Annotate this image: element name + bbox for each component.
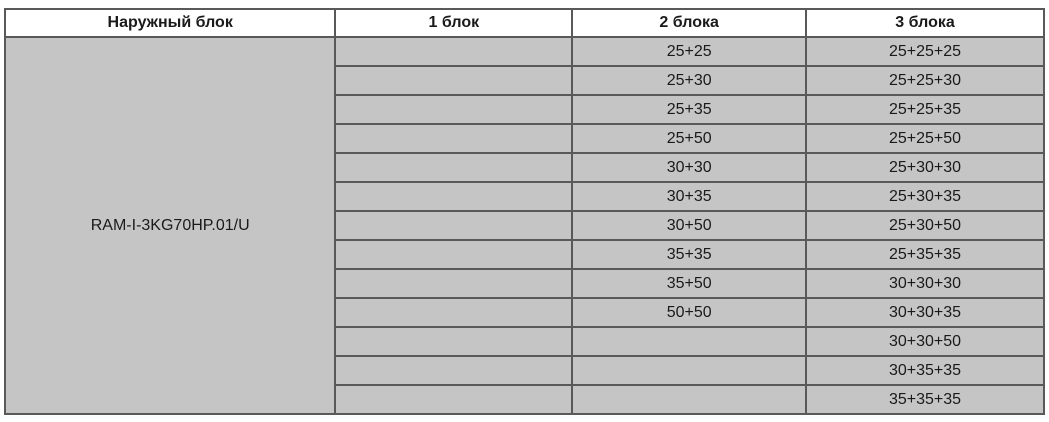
cell-three-blocks: 25+25+35 [805,94,1045,125]
cell-one-block [334,297,574,328]
table-row: 25+50 25+25+50 [5,123,1045,154]
cell-one-block [334,36,574,67]
table-row: 35+35 25+35+35 [5,239,1045,270]
cell-three-blocks: 25+25+25 [805,36,1045,67]
cell-two-blocks: 25+30 [571,65,808,96]
table-row: 35+50 30+30+30 [5,268,1045,299]
cell-two-blocks: 30+50 [571,210,808,241]
cell-two-blocks: 35+35 [571,239,808,270]
table-row: RAM-I-3KG70HP.01/U 25+25 25+25+25 [3,36,1045,415]
cell-three-blocks: 30+35+35 [805,355,1045,386]
header-two-blocks: 2 блока [571,8,808,38]
cell-two-blocks: 30+30 [571,152,808,183]
cell-one-block [334,152,574,183]
cell-three-blocks: 30+30+35 [805,297,1045,328]
header-one-block: 1 блок [334,8,574,38]
cell-one-block [334,355,574,386]
header-three-blocks: 3 блока [805,8,1045,38]
cell-one-block [334,123,574,154]
cell-one-block [334,210,574,241]
header-outdoor-unit: Наружный блок [3,8,337,38]
table-row: 30+30 25+30+30 [5,152,1045,183]
cell-one-block [334,94,574,125]
cell-one-block [334,65,574,96]
cell-one-block [334,181,574,212]
cell-three-blocks: 30+30+50 [805,326,1045,357]
table-row: 25+30 25+25+30 [5,65,1045,96]
cell-three-blocks: 30+30+30 [805,268,1045,299]
cell-two-blocks [571,355,808,386]
block-combinations-table: Наружный блок 1 блок 2 блока 3 блока RAM… [3,8,1045,415]
outdoor-unit-cell: RAM-I-3KG70HP.01/U [3,36,337,415]
cell-three-blocks: 25+30+35 [805,181,1045,212]
cell-three-blocks: 25+35+35 [805,239,1045,270]
cell-two-blocks: 35+50 [571,268,808,299]
cell-one-block [334,268,574,299]
table-row: 30+30+50 [5,326,1045,357]
table-row: 30+35 25+30+35 [5,181,1045,212]
cell-three-blocks: 25+30+50 [805,210,1045,241]
cell-two-blocks: 25+50 [571,123,808,154]
cell-two-blocks: 50+50 [571,297,808,328]
cell-two-blocks [571,326,808,357]
table-row: 25+35 25+25+35 [5,94,1045,125]
table-row: 30+50 25+30+50 [5,210,1045,241]
cell-one-block [334,326,574,357]
cell-three-blocks: 25+25+50 [805,123,1045,154]
cell-one-block [334,384,574,415]
table-row: 35+35+35 [5,384,1045,415]
cell-two-blocks: 30+35 [571,181,808,212]
table-row: 50+50 30+30+35 [5,297,1045,328]
cell-one-block [334,239,574,270]
header-row: Наружный блок 1 блок 2 блока 3 блока [3,8,1045,38]
cell-three-blocks: 25+25+30 [805,65,1045,96]
cell-three-blocks: 25+30+30 [805,152,1045,183]
cell-two-blocks [571,384,808,415]
cell-two-blocks: 25+25 [571,36,808,67]
table-row: 30+35+35 [5,355,1045,386]
cell-three-blocks: 35+35+35 [805,384,1045,415]
cell-two-blocks: 25+35 [571,94,808,125]
table-body: RAM-I-3KG70HP.01/U 25+25 25+25+25 25+30 25+2… [3,36,1045,415]
